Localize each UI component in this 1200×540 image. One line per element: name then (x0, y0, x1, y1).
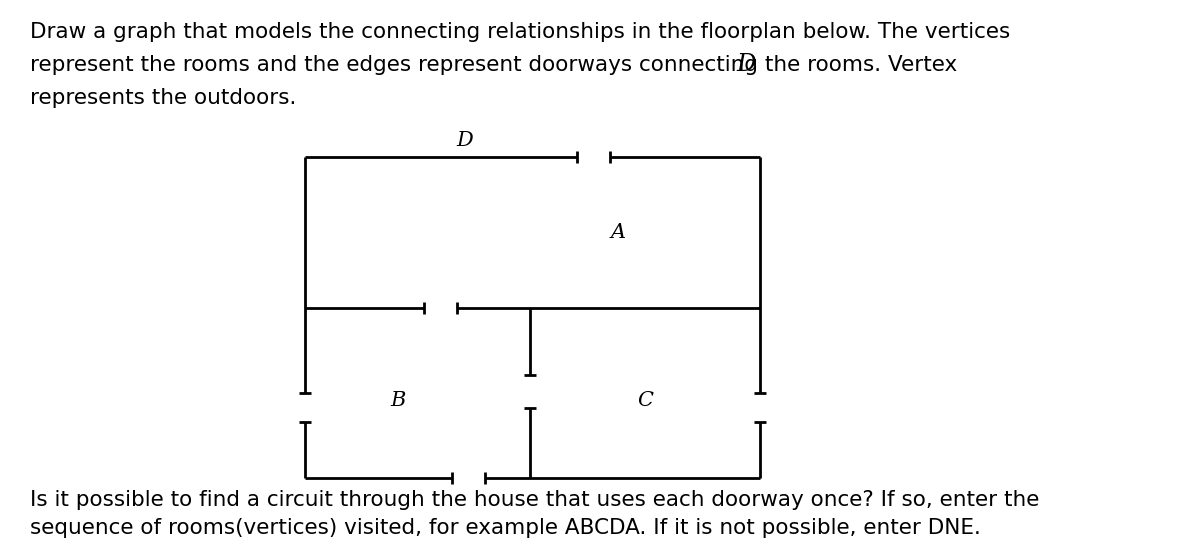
Text: C: C (637, 390, 653, 409)
Text: B: B (390, 390, 406, 409)
Text: D: D (457, 131, 473, 150)
Text: Is it possible to find a circuit through the house that uses each doorway once? : Is it possible to find a circuit through… (30, 490, 1039, 510)
Text: Draw a graph that models the connecting relationships in the floorplan below. Th: Draw a graph that models the connecting … (30, 22, 1010, 42)
Text: D: D (737, 53, 756, 76)
Text: A: A (611, 222, 625, 241)
Text: sequence of rooms(vertices) visited, for example ABCDA. If it is not possible, e: sequence of rooms(vertices) visited, for… (30, 518, 980, 538)
Text: represents the outdoors.: represents the outdoors. (30, 88, 296, 108)
Text: represent the rooms and the edges represent doorways connecting the rooms. Verte: represent the rooms and the edges repres… (30, 55, 964, 75)
